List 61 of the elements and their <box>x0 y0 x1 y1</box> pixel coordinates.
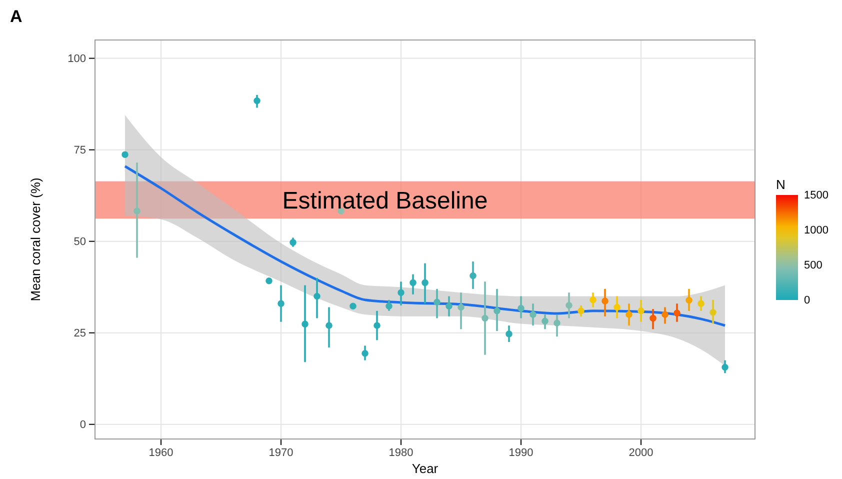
point <box>650 314 656 322</box>
point <box>254 97 260 104</box>
point <box>374 322 380 329</box>
point <box>722 364 728 371</box>
point <box>482 314 488 322</box>
point <box>506 330 512 338</box>
point <box>698 300 704 307</box>
point <box>314 292 320 300</box>
point <box>530 311 536 318</box>
color-bar-label: 1500 <box>804 190 828 202</box>
point <box>662 311 668 318</box>
point <box>134 208 140 214</box>
color-bar-label: 0 <box>804 294 810 307</box>
point <box>122 151 128 158</box>
band-label: Estimated Baseline <box>282 187 488 214</box>
point <box>350 302 356 310</box>
chart-title: A <box>10 7 22 26</box>
y-tick-label: 0 <box>80 418 86 431</box>
point <box>410 279 416 286</box>
point <box>458 304 464 311</box>
point <box>554 320 560 326</box>
x-tick-label: 1970 <box>268 446 294 459</box>
point <box>302 320 308 328</box>
point <box>590 296 596 304</box>
point <box>614 304 620 311</box>
point <box>494 308 500 314</box>
point <box>290 239 296 246</box>
point <box>278 300 284 307</box>
point <box>470 272 476 280</box>
point <box>362 350 368 357</box>
point <box>386 302 392 310</box>
color-bar-label: 500 <box>804 260 822 272</box>
point <box>578 308 584 314</box>
point <box>542 318 548 325</box>
x-tick-label: 1980 <box>388 446 414 459</box>
point <box>518 304 524 312</box>
point <box>674 310 680 316</box>
point <box>638 308 644 314</box>
y-tick-label: 100 <box>68 52 86 65</box>
x-tick-label: 1960 <box>148 446 174 459</box>
point <box>566 302 572 309</box>
point <box>434 298 440 306</box>
y-tick-label: 50 <box>74 236 86 248</box>
point <box>626 311 632 318</box>
point <box>326 322 332 329</box>
point <box>266 277 272 284</box>
point <box>398 289 404 296</box>
y-tick-label: 25 <box>74 327 86 340</box>
point <box>422 279 428 286</box>
x-tick-label: 2000 <box>628 446 654 459</box>
point <box>686 296 692 304</box>
line-series <box>124 165 726 327</box>
point <box>710 308 716 316</box>
point <box>446 302 452 310</box>
y-axis-title: Mean coral cover (%) <box>28 178 43 302</box>
x-tick-label: 1990 <box>508 446 534 459</box>
color-bar-label: 1000 <box>804 224 828 237</box>
y-tick-label: 75 <box>74 144 86 156</box>
color-bar-title: N <box>776 177 786 192</box>
x-axis-title: Year <box>412 461 439 476</box>
point <box>602 298 608 304</box>
